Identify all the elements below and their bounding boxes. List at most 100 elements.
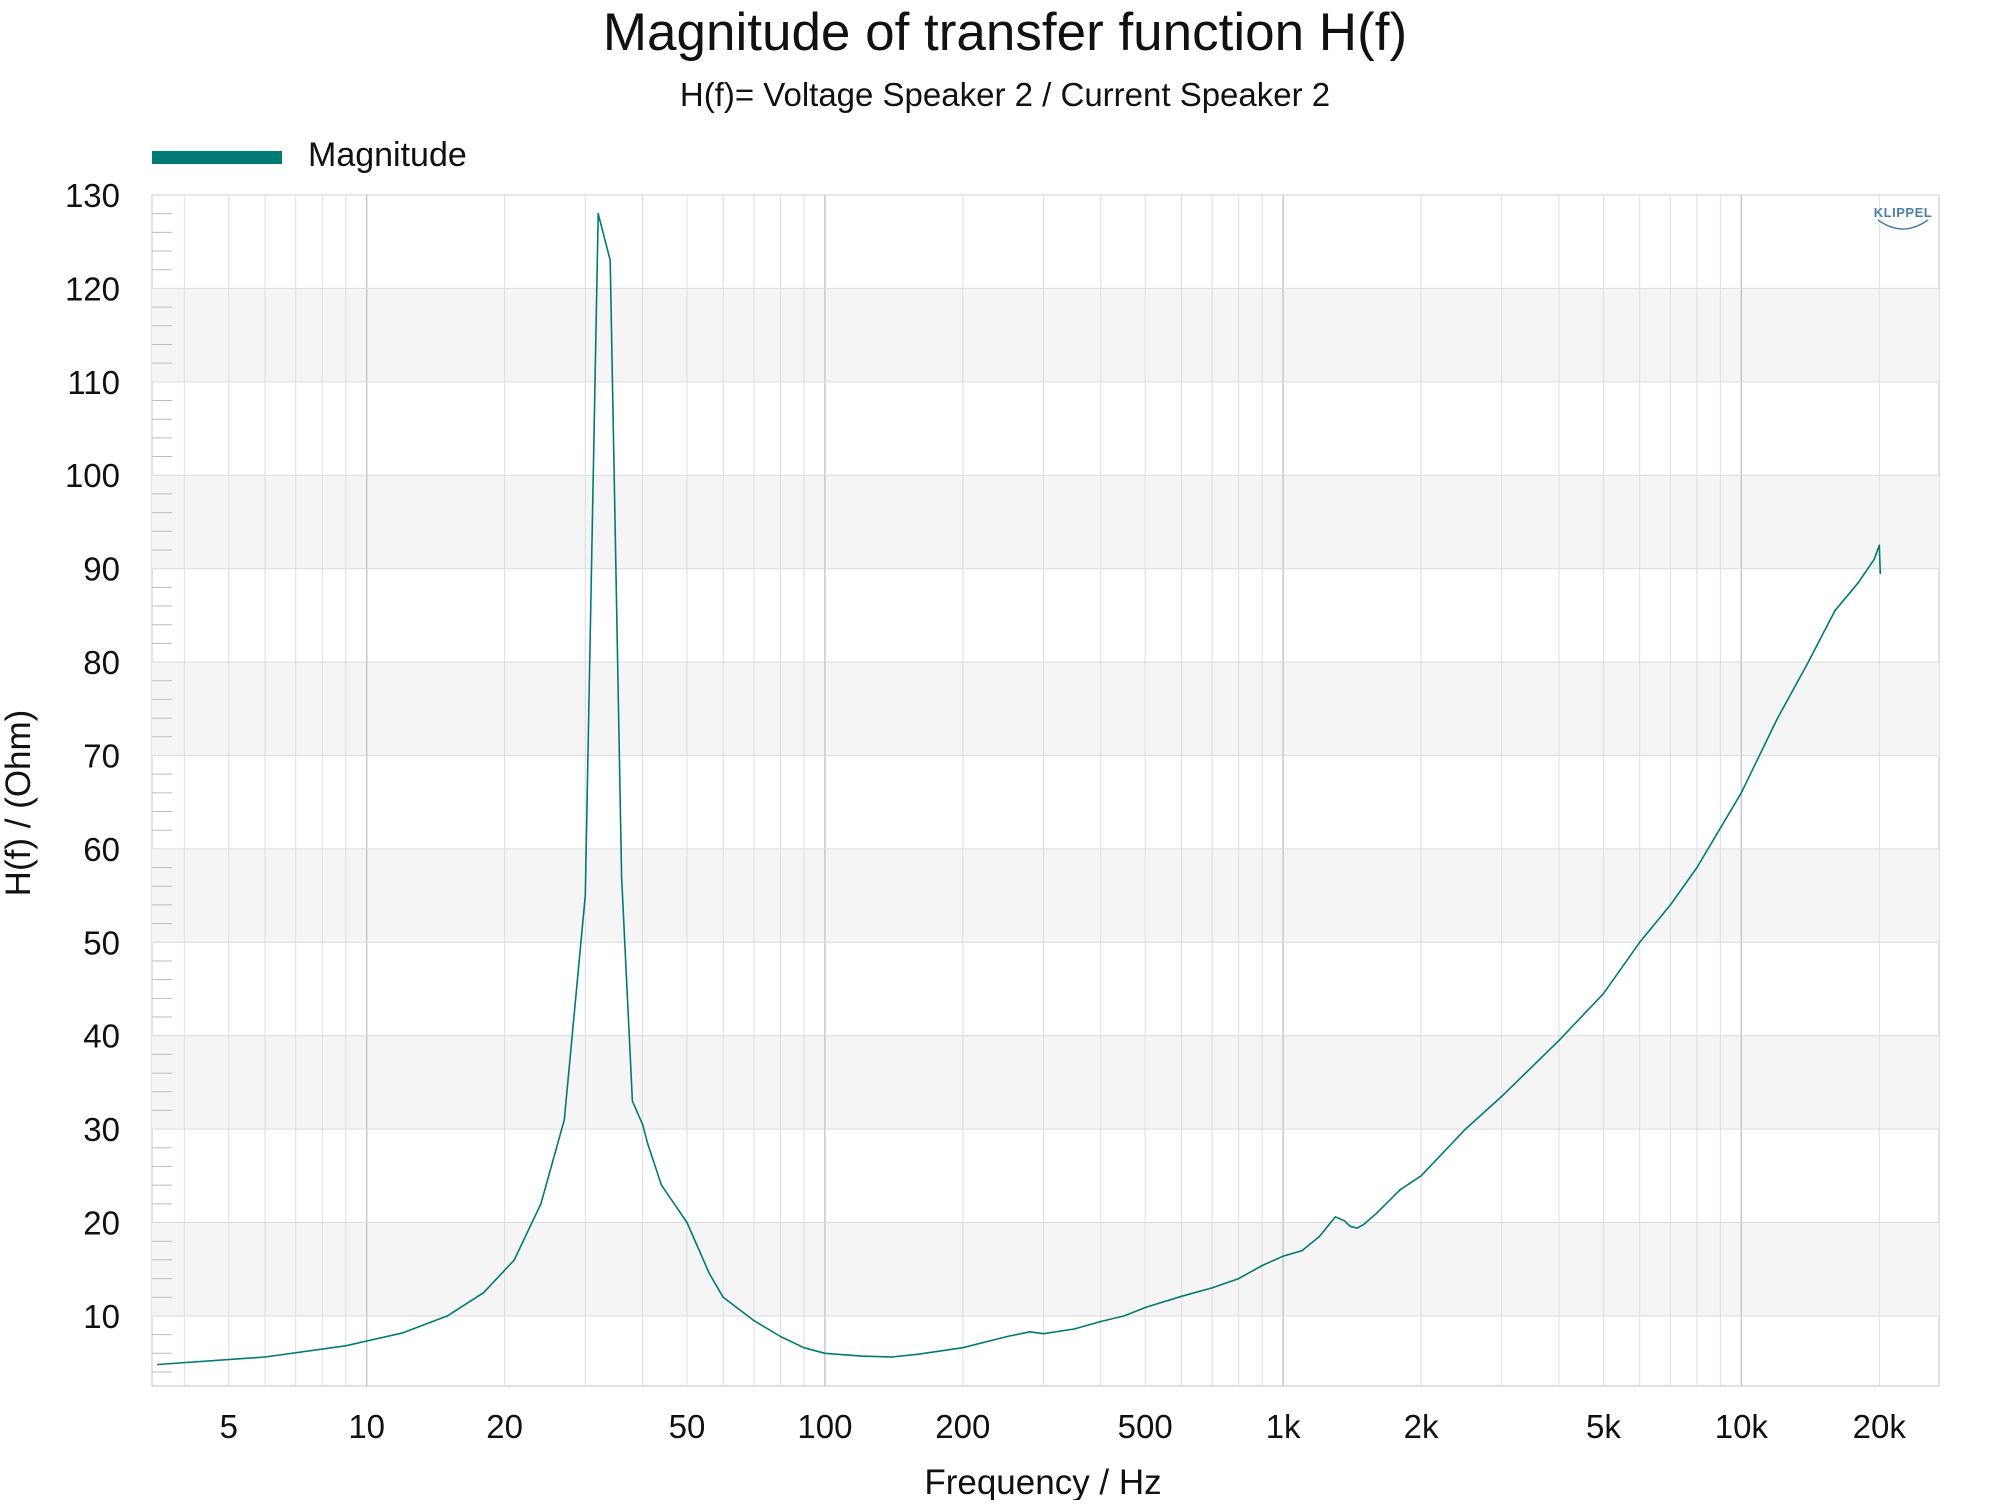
data-point xyxy=(824,1352,826,1355)
y-tick-label: 120 xyxy=(65,270,120,307)
data-point xyxy=(1834,609,1836,612)
chart-title: Magnitude of transfer function H(f) xyxy=(603,3,1407,62)
data-point xyxy=(1669,904,1672,906)
grid-lines xyxy=(152,194,1939,1386)
x-tick-label: 50 xyxy=(669,1408,706,1445)
data-point xyxy=(660,1184,663,1186)
data-point xyxy=(1042,1332,1045,1335)
data-point xyxy=(1558,1039,1560,1042)
data-point xyxy=(860,1355,862,1357)
data-point xyxy=(1318,1235,1321,1238)
data-point xyxy=(1602,992,1605,995)
y-tick-label: 60 xyxy=(83,831,120,868)
data-point xyxy=(753,1319,755,1322)
series-layer xyxy=(156,212,1882,1366)
data-point xyxy=(344,1345,347,1347)
x-tick-label: 10k xyxy=(1715,1408,1769,1445)
data-point xyxy=(641,1123,644,1126)
data-point xyxy=(962,1346,964,1349)
x-tick-label: 500 xyxy=(1118,1408,1173,1445)
x-tick-label: 1k xyxy=(1266,1408,1301,1445)
minor-ticks xyxy=(152,213,172,1373)
data-point xyxy=(1375,1212,1378,1214)
grid-band xyxy=(152,288,1939,382)
klippel-logo: KLIPPEL xyxy=(1874,205,1932,230)
data-point xyxy=(264,1356,266,1358)
data-point xyxy=(1873,558,1876,561)
data-point xyxy=(1807,661,1810,663)
data-point xyxy=(446,1315,449,1317)
data-point xyxy=(1349,1225,1351,1228)
grid-band xyxy=(152,848,1939,943)
data-point xyxy=(597,212,599,215)
data-point xyxy=(1028,1331,1031,1333)
y-tick-label: 30 xyxy=(83,1111,120,1148)
x-axis-label: Frequency / Hz xyxy=(924,1463,1161,1500)
klippel-logo-arc xyxy=(1877,219,1929,230)
x-tick-label: 10 xyxy=(348,1408,385,1445)
data-point xyxy=(1123,1315,1126,1317)
data-point xyxy=(1464,1128,1467,1130)
y-tick-label: 10 xyxy=(83,1298,120,1335)
data-point xyxy=(1857,581,1860,584)
y-tick-label: 100 xyxy=(65,457,120,494)
data-point xyxy=(708,1273,711,1275)
grid-band xyxy=(152,475,1939,569)
data-point xyxy=(1144,1306,1146,1309)
y-tick-label: 110 xyxy=(67,364,120,401)
data-point xyxy=(1211,1287,1213,1289)
data-point xyxy=(482,1291,485,1294)
y-tick-label: 20 xyxy=(83,1205,120,1242)
y-tick-label: 40 xyxy=(83,1018,120,1055)
data-point xyxy=(156,1363,159,1366)
legend: Magnitude xyxy=(152,136,467,174)
data-point xyxy=(631,1100,634,1102)
data-point xyxy=(563,1118,566,1121)
data-point xyxy=(1301,1249,1303,1252)
x-tick-label: 200 xyxy=(935,1408,990,1445)
grid-band xyxy=(152,1035,1939,1130)
data-point xyxy=(1420,1175,1422,1177)
data-point xyxy=(513,1259,516,1261)
data-point xyxy=(1740,792,1743,794)
data-point xyxy=(1356,1227,1358,1229)
data-point xyxy=(1500,1095,1503,1098)
data-point xyxy=(1282,1255,1284,1257)
data-point xyxy=(1180,1295,1183,1298)
x-tick-labels: 5 10 20 50 100 200 500 1k 2k 5k 10k 20k xyxy=(220,1408,1907,1445)
data-point xyxy=(1006,1335,1009,1338)
legend-swatch xyxy=(152,151,282,164)
y-tick-labels: 10 20 30 40 50 60 70 80 90 100 110 120 130 xyxy=(65,177,120,1335)
y-tick-label: 130 xyxy=(65,177,120,214)
data-point xyxy=(779,1335,782,1338)
data-point xyxy=(803,1346,805,1349)
data-point xyxy=(609,259,612,262)
data-point xyxy=(1776,717,1779,719)
y-tick-label: 70 xyxy=(83,737,120,774)
grid-bands xyxy=(152,288,1939,1316)
x-tick-label: 100 xyxy=(797,1408,852,1445)
data-point xyxy=(1343,1219,1346,1222)
data-point xyxy=(686,1221,688,1224)
y-axis-label: H(f) / (Ohm) xyxy=(0,710,38,897)
data-point xyxy=(1261,1264,1263,1267)
data-point xyxy=(620,876,623,878)
x-tick-label: 5 xyxy=(220,1408,238,1445)
data-point xyxy=(1878,544,1881,547)
y-tick-label: 50 xyxy=(83,924,120,961)
grid-band xyxy=(152,1222,1939,1316)
data-point xyxy=(402,1331,404,1334)
data-point xyxy=(1879,572,1882,575)
data-point xyxy=(1237,1277,1240,1280)
grid-band xyxy=(152,662,1939,756)
x-tick-label: 20 xyxy=(486,1408,523,1445)
data-point xyxy=(646,1142,649,1144)
data-point xyxy=(1363,1223,1365,1226)
klippel-logo-text: KLIPPEL xyxy=(1874,205,1932,220)
x-tick-label: 5k xyxy=(1586,1408,1621,1445)
y-tick-label: 80 xyxy=(83,644,120,681)
data-point xyxy=(891,1356,893,1358)
y-tick-label: 90 xyxy=(83,551,120,588)
